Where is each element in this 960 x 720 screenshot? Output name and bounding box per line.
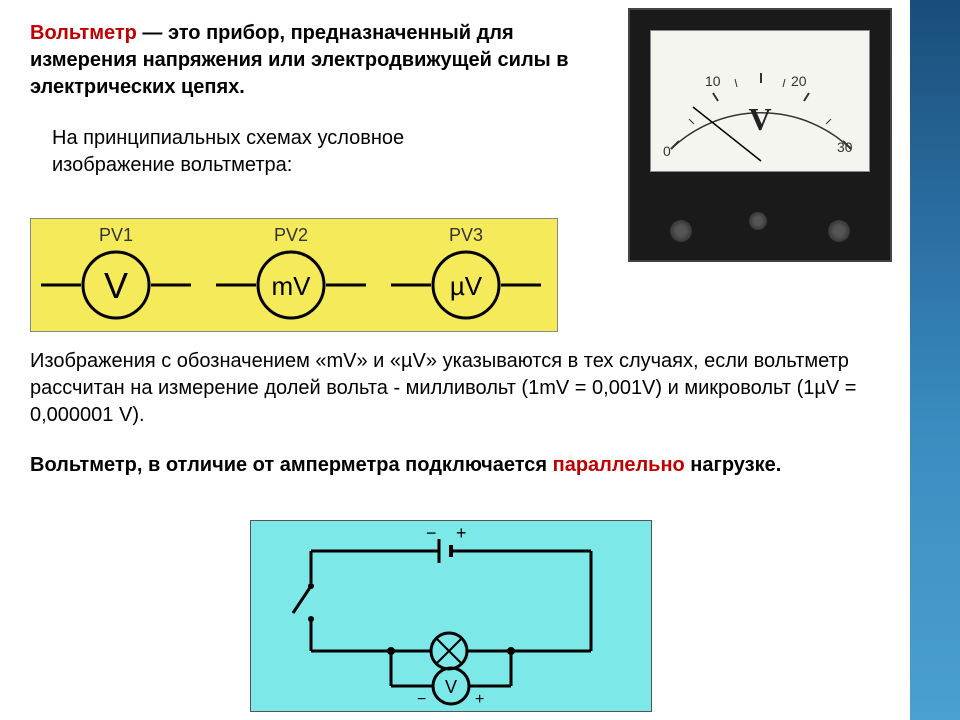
svg-text:V: V	[445, 677, 457, 697]
terminal-left	[670, 220, 692, 242]
scale-30: 30	[837, 139, 853, 155]
p2-part2: нагрузке.	[685, 454, 782, 476]
meter-v-symbol: V	[748, 101, 771, 138]
pv3-svg: µV	[391, 248, 541, 322]
scale-10: 10	[705, 73, 721, 89]
pv3-label: PV3	[391, 225, 541, 246]
meter-face: 0 10 20 30 V	[650, 30, 870, 172]
symbol-pv2: PV2 mV	[216, 225, 366, 322]
definition-text: Вольтметр — это прибор, предназначенный …	[30, 20, 590, 101]
symbol-pv3: PV3 µV	[391, 225, 541, 322]
scale-0: 0	[663, 143, 671, 159]
svg-text:mV: mV	[272, 271, 312, 301]
pv2-label: PV2	[216, 225, 366, 246]
svg-text:+: +	[456, 523, 467, 543]
paragraph-1: Изображения с обозначением «mV» и «µV» у…	[30, 348, 870, 429]
terminal-center	[749, 212, 767, 230]
symbol-pv1: PV1 V	[41, 225, 191, 322]
definition-block: Вольтметр — это прибор, предназначенный …	[0, 0, 620, 189]
svg-text:V: V	[104, 265, 128, 306]
term: Вольтметр	[30, 22, 137, 44]
terminal-right	[828, 220, 850, 242]
voltmeter-device: 0 10 20 30 V	[628, 8, 892, 262]
sidebar-gradient	[910, 0, 960, 720]
svg-text:+: +	[475, 691, 484, 708]
pv1-label: PV1	[41, 225, 191, 246]
pv2-svg: mV	[216, 248, 366, 322]
circuit-svg: − + V − +	[251, 521, 651, 711]
svg-text:−: −	[417, 691, 426, 708]
svg-text:−: −	[426, 523, 437, 543]
p2-highlight: параллельно	[553, 454, 685, 476]
p2-part1: Вольтметр, в отличие от амперметра подкл…	[30, 454, 553, 476]
pv1-svg: V	[41, 248, 191, 322]
svg-text:µV: µV	[450, 271, 483, 301]
subtext: На принципиальных схемах условное изобра…	[30, 125, 512, 179]
paragraph-2: Вольтметр, в отличие от амперметра подкл…	[30, 452, 870, 479]
scale-20: 20	[791, 73, 807, 89]
symbols-box: PV1 V PV2 mV PV3 µV	[30, 218, 558, 332]
circuit-diagram: − + V − +	[250, 520, 652, 712]
